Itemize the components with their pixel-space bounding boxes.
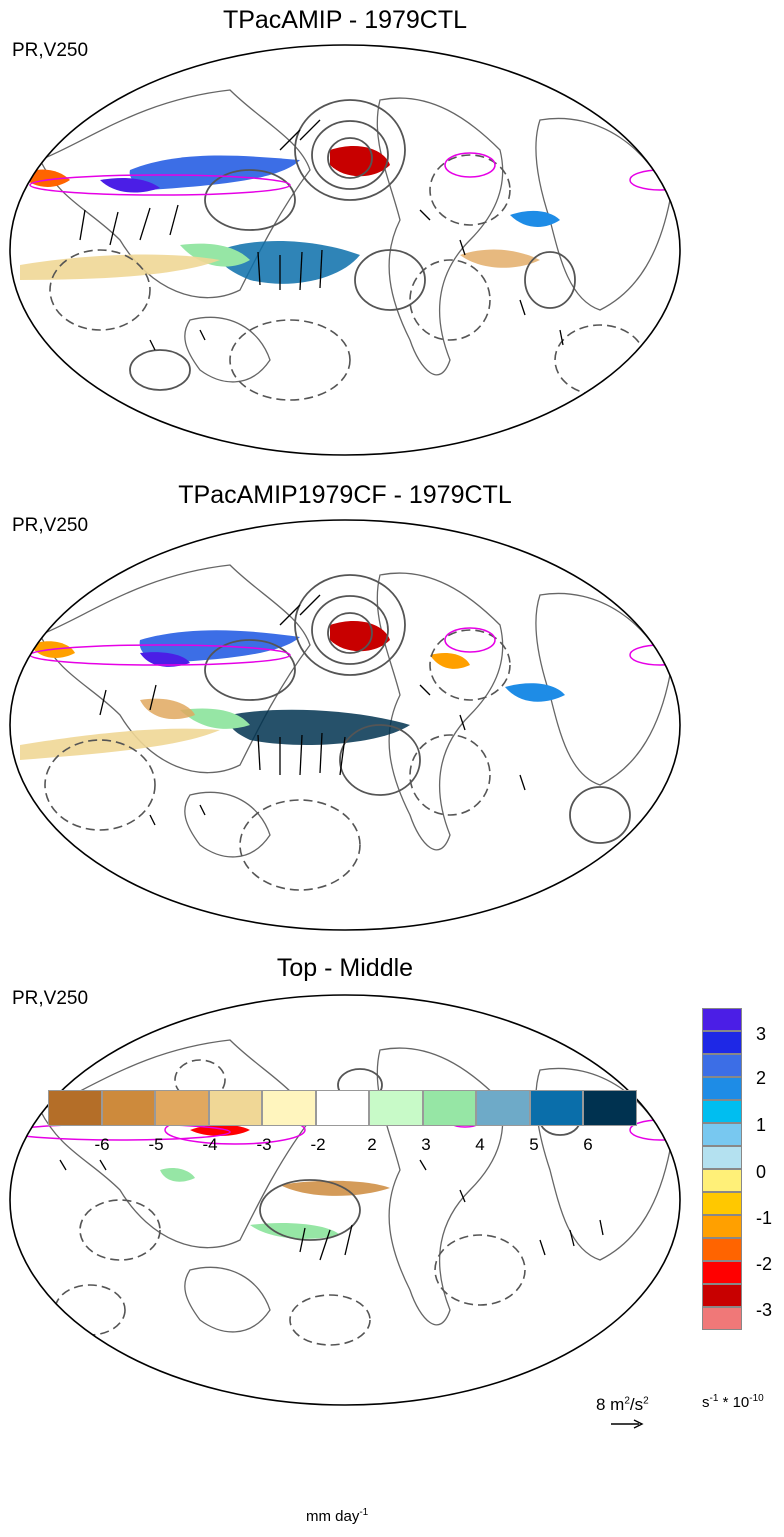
colorbar-tick-label: 2 [756, 1068, 767, 1088]
colorbar-swatch [702, 1077, 742, 1100]
colorbar-tick-label: 6 [583, 1135, 593, 1154]
map-panel-1 [9, 44, 681, 456]
colorbar-swatch [208, 1090, 262, 1126]
colorbar-swatch [101, 1090, 155, 1126]
colorbar-swatch [702, 1169, 742, 1192]
v250-positive-shading [129, 155, 300, 190]
colorbar-swatch [583, 1090, 637, 1126]
v250-positive-shading [505, 683, 565, 702]
colorbar-tick-label: 3 [756, 1024, 767, 1044]
continent-outline [39, 89, 311, 299]
colorbar-tick-label: 1 [756, 1115, 767, 1135]
contour-lines [204, 574, 631, 844]
precip-negative-shading [20, 728, 220, 760]
colorbar-tick-label: -2 [756, 1254, 773, 1274]
continent-outline [376, 572, 504, 851]
colorbar-swatch [702, 1008, 742, 1031]
colorbar-tick-label: -3 [756, 1300, 773, 1320]
precip-negative-shading [20, 254, 220, 280]
colorbar-swatch [369, 1090, 423, 1126]
precip-negative-shading [140, 698, 195, 720]
wind-vectors [79, 119, 564, 351]
colorbar-tick-label: 5 [529, 1135, 539, 1154]
precip-negative-shading [280, 1180, 390, 1196]
colorbar-swatch [702, 1261, 742, 1284]
v250-negative-shading [330, 620, 390, 652]
map-border [9, 994, 681, 1406]
v250-positive-shading [100, 177, 160, 193]
ocean-background [10, 45, 680, 455]
colorbar-swatch [702, 1192, 742, 1215]
reference-vector-label: 8 m2/s2 [596, 1395, 649, 1414]
colorbar-tick-label: 4 [475, 1135, 485, 1154]
wind-vectors [59, 1159, 604, 1261]
colorbar-swatch [476, 1090, 530, 1126]
colorbar-tick-label: -3 [256, 1135, 272, 1154]
map-panel-2 [9, 519, 681, 931]
precip-units-label: mm day-1 [306, 1507, 369, 1525]
colorbar-swatch [48, 1090, 102, 1126]
colorbar-swatch [702, 1123, 742, 1146]
map-border [9, 44, 681, 456]
colorbar-swatch [702, 1307, 742, 1330]
colorbar-swatch [262, 1090, 316, 1126]
wind-vectors [99, 594, 526, 826]
colorbar-tick-label: 2 [367, 1135, 377, 1154]
colorbar-swatch [422, 1090, 476, 1126]
colorbar-swatch [702, 1031, 742, 1054]
precip-negative-shading [460, 249, 540, 268]
precip-positive-shading [219, 240, 360, 284]
precip-positive-shading [160, 1167, 195, 1182]
dashed-contour-lines [44, 629, 511, 891]
precip-positive-shading [250, 1223, 340, 1239]
map-panel-3 [9, 994, 681, 1406]
colorbar-swatch [529, 1090, 583, 1126]
colorbar-tick-label: 3 [421, 1135, 431, 1154]
colorbar-swatch [315, 1090, 369, 1126]
v250-positive-shading [140, 652, 190, 667]
colorbar-tick-label: -4 [202, 1135, 218, 1154]
panel-1-label: PR,V250 [12, 40, 89, 61]
panel-2-label: PR,V250 [12, 515, 89, 536]
colorbar-tick-label: -6 [94, 1135, 110, 1154]
colorbar-swatch [702, 1054, 742, 1077]
continent-outline [535, 592, 671, 786]
colorbar-swatch [155, 1090, 209, 1126]
colorbar-tick-label: -5 [148, 1135, 164, 1154]
colorbar-swatch [702, 1100, 742, 1123]
precip-positive-shading [228, 709, 410, 745]
colorbar-tick-label: -1 [756, 1208, 773, 1228]
colorbar-swatch [702, 1215, 742, 1238]
continent-outline [184, 1266, 271, 1333]
panel-3-label: PR,V250 [12, 988, 89, 1009]
continent-outline [376, 97, 504, 376]
panel-1-title: TPacAMIP - 1979CTL [222, 6, 468, 34]
colorbar-swatch [702, 1284, 742, 1307]
precip-positive-shading [180, 243, 250, 267]
colorbar-swatch [702, 1238, 742, 1261]
continent-outline [184, 791, 271, 858]
continent-outline [535, 117, 671, 311]
v250-positive-shading [510, 210, 560, 227]
continent-outline [184, 316, 271, 383]
map-border [9, 519, 681, 931]
continent-outline [39, 1039, 311, 1249]
v250-negative-shading [430, 653, 470, 669]
contour-lines [129, 99, 576, 391]
v250-units-label: s-1 * 10-10 [702, 1393, 764, 1411]
v250-negative-shading [330, 145, 390, 177]
colorbar-swatch [702, 1146, 742, 1169]
colorbar-tick-label: 0 [756, 1162, 767, 1182]
colorbar-tick-label: -2 [310, 1135, 326, 1154]
panel-3-title: Top - Middle [276, 954, 414, 982]
precip-positive-shading [180, 708, 250, 729]
reference-vector-arrow [611, 1419, 644, 1429]
panel-2-title: TPacAMIP1979CF - 1979CTL [178, 481, 512, 509]
